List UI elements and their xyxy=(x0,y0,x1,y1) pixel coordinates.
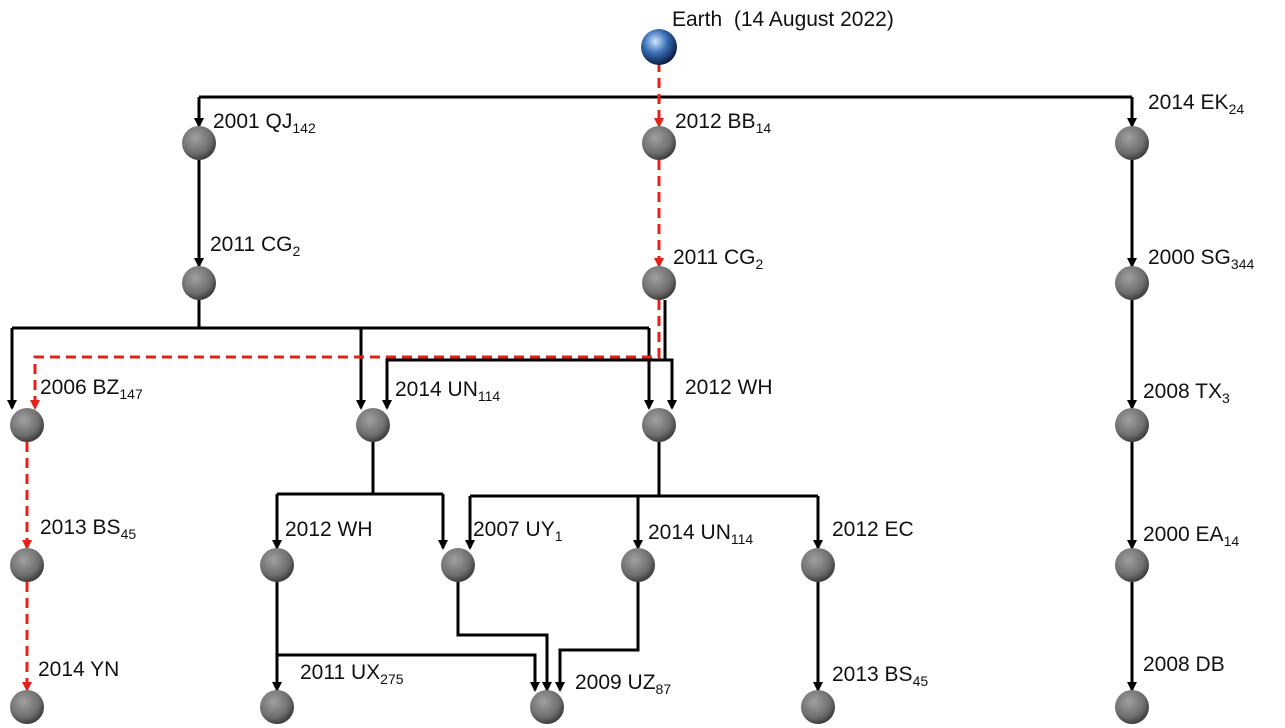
earth-node xyxy=(641,29,677,65)
node-label: 2006 BZ147 xyxy=(40,376,143,402)
node-name: Earth (14 August 2022) xyxy=(672,8,894,31)
node-subscript: 3 xyxy=(1222,390,1230,406)
node-subscript: 24 xyxy=(1229,101,1245,117)
node-name: 2012 EC xyxy=(832,518,914,541)
node-label: 2014 UN114 xyxy=(395,378,500,404)
node-label: 2012 BB14 xyxy=(675,110,771,136)
node-subscript: 114 xyxy=(731,531,754,547)
node-subscript: 1 xyxy=(555,528,563,544)
node-name: 2006 BZ xyxy=(40,376,120,399)
node-label: 2000 EA14 xyxy=(1143,523,1239,549)
node-label: 2011 UX275 xyxy=(300,661,404,687)
connector xyxy=(555,582,640,692)
node-label: 2012 EC xyxy=(832,518,914,541)
node-label: 2014 EK24 xyxy=(1148,91,1244,117)
asteroid-node xyxy=(530,690,564,724)
node-name: 2012 WH xyxy=(685,376,773,399)
asteroid-node xyxy=(1115,266,1149,300)
node-name: 2013 BS xyxy=(40,516,121,539)
node-subscript: 45 xyxy=(913,673,929,689)
asteroid-node xyxy=(182,266,216,300)
node-label: 2012 WH xyxy=(285,518,373,541)
node-label: 2013 BS45 xyxy=(832,663,928,689)
nodes: Earth (14 August 2022)2001 QJ142 2012 BB1… xyxy=(10,8,1254,724)
node-label: 2008 DB xyxy=(1143,653,1225,676)
asteroid-node xyxy=(642,266,676,300)
node-subscript: 45 xyxy=(121,526,137,542)
node-label: 2014 UN114 xyxy=(648,521,753,547)
node-name: 2011 CG xyxy=(673,246,756,269)
node-name: 2008 DB xyxy=(1143,653,1225,676)
node-name: 2012 BB xyxy=(675,110,756,133)
node-label: 2013 BS45 xyxy=(40,516,136,542)
node-label: 2012 WH xyxy=(685,376,773,399)
node-subscript: 275 xyxy=(380,671,404,687)
node-label: 2009 UZ87 xyxy=(575,671,671,697)
asteroid-node xyxy=(1115,548,1149,582)
node-subscript: 87 xyxy=(656,681,672,697)
node-name: 2014 UN xyxy=(395,378,478,401)
node-subscript: 147 xyxy=(119,386,143,402)
node-subscript: 14 xyxy=(1224,533,1240,549)
node-name: 2014 YN xyxy=(38,658,119,681)
asteroid-node xyxy=(10,408,44,442)
node-name: 2014 EK xyxy=(1148,91,1229,114)
node-name: 2009 UZ xyxy=(575,671,656,694)
node-label: 2011 CG2 xyxy=(673,246,764,272)
node-subscript: 14 xyxy=(756,120,772,136)
node-name: 2011 CG xyxy=(210,233,293,256)
node-name: 2012 WH xyxy=(285,518,373,541)
node-name: 2013 BS xyxy=(832,663,913,686)
asteroid-node xyxy=(356,408,390,442)
node-label: Earth (14 August 2022) xyxy=(672,8,894,31)
asteroid-node xyxy=(441,548,475,582)
node-name: 2011 UX xyxy=(300,661,380,684)
edges xyxy=(7,62,1137,692)
node-name: 2007 UY xyxy=(473,518,555,541)
asteroid-node xyxy=(621,548,655,582)
node-label: 2000 SG344 xyxy=(1148,246,1254,272)
node-subscript: 2 xyxy=(756,256,764,272)
asteroid-node xyxy=(182,126,216,160)
asteroid-node xyxy=(801,690,835,724)
connector xyxy=(277,653,540,692)
asteroid-node xyxy=(801,548,835,582)
node-subscript: 114 xyxy=(478,388,501,404)
asteroid-node xyxy=(10,548,44,582)
node-name: 2000 EA xyxy=(1143,523,1224,546)
node-name: 2000 SG xyxy=(1148,246,1231,269)
node-label: 2014 YN xyxy=(38,658,119,681)
asteroid-node xyxy=(1115,126,1149,160)
node-label: 2011 CG2 xyxy=(210,233,301,259)
node-name: 2001 QJ xyxy=(213,110,292,133)
node-subscript: 142 xyxy=(292,120,316,136)
asteroid-node xyxy=(1115,690,1149,724)
node-subscript: 344 xyxy=(1231,256,1255,272)
node-subscript: 2 xyxy=(293,243,301,259)
asteroid-node xyxy=(260,548,294,582)
asteroid-node xyxy=(1115,408,1149,442)
connector xyxy=(665,358,677,410)
node-label: 2001 QJ142 xyxy=(213,110,316,136)
node-name: 2008 TX xyxy=(1143,380,1222,403)
asteroid-node xyxy=(642,408,676,442)
asteroid-node xyxy=(642,126,676,160)
connector xyxy=(382,300,667,410)
asteroid-node xyxy=(10,690,44,724)
node-name: 2014 UN xyxy=(648,521,731,544)
node-label: 2007 UY1 xyxy=(473,518,563,544)
connector xyxy=(456,582,552,692)
selected-path xyxy=(30,300,661,410)
asteroid-node xyxy=(260,690,294,724)
node-label: 2008 TX3 xyxy=(1143,380,1230,406)
